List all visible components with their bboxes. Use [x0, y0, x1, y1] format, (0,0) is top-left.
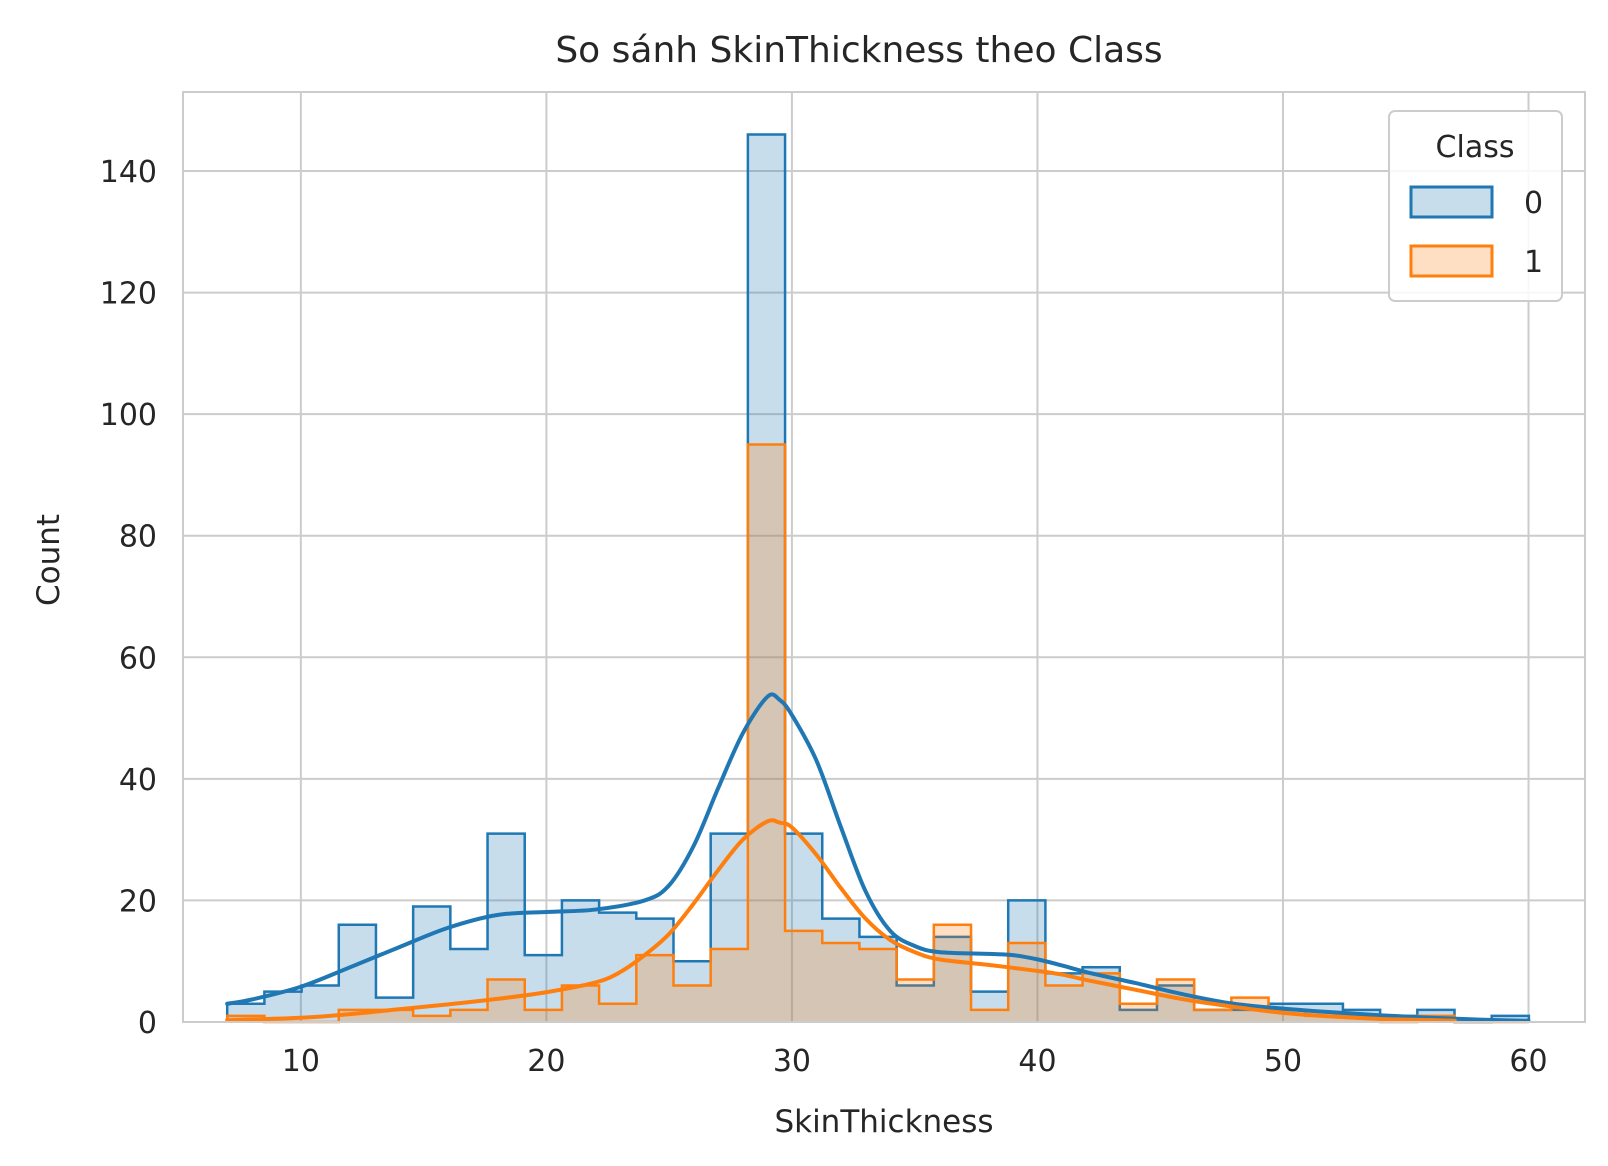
- histogram-bar: [1119, 1003, 1157, 1022]
- histogram-bar: [673, 985, 711, 1022]
- y-axis-label: Count: [31, 514, 67, 606]
- histogram-bar: [971, 991, 1009, 1022]
- histogram-bar: [747, 134, 786, 1023]
- histogram-bar: [859, 949, 897, 1022]
- plot-frame: [182, 91, 1586, 1023]
- histogram-bar: [933, 924, 972, 1022]
- x-tick-label: 40: [1018, 1044, 1056, 1079]
- y-tick-label: 100: [100, 398, 157, 433]
- histogram-bar: [413, 1015, 451, 1022]
- histogram-bar: [859, 936, 897, 1022]
- y-tick-label: 120: [100, 277, 157, 312]
- histogram-bar: [822, 942, 860, 1022]
- legend-title: Class: [1436, 130, 1515, 165]
- histogram-bar: [785, 833, 823, 1022]
- legend-box: [1388, 110, 1563, 302]
- histogram-bar: [896, 985, 934, 1022]
- histogram-bar: [710, 949, 748, 1022]
- x-tick-label: 10: [282, 1044, 320, 1079]
- x-tick-label: 60: [1509, 1044, 1547, 1079]
- chart-title: So sánh SkinThickness theo Class: [555, 30, 1162, 71]
- histogram-bar: [636, 955, 674, 1022]
- histogram-bar: [487, 833, 525, 1022]
- x-axis-label: SkinThickness: [774, 1104, 993, 1140]
- y-tick-label: 0: [138, 1006, 157, 1041]
- legend-swatch-1: [1409, 244, 1494, 278]
- histogram-bar: [710, 833, 748, 1022]
- y-tick-label: 60: [119, 641, 157, 676]
- histogram-bars: [225, 133, 1531, 1024]
- kde-curves: [225, 692, 1531, 1023]
- histogram-bar: [338, 924, 376, 1022]
- histogram-bar: [1231, 1009, 1269, 1022]
- x-tick-label: 30: [773, 1044, 811, 1079]
- histogram-bar: [822, 918, 860, 1022]
- histogram-bar: [1194, 1009, 1232, 1022]
- histogram-bar: [561, 900, 600, 1022]
- legend-label-0: 0: [1524, 186, 1543, 221]
- histogram-bar: [1194, 1009, 1232, 1022]
- series-0-outline: [225, 133, 1531, 1024]
- histogram-bar: [413, 906, 451, 1022]
- legend: Class 0 1: [1388, 110, 1563, 302]
- y-tick-label: 80: [119, 520, 157, 555]
- histogram-bar: [747, 444, 786, 1022]
- histogram-bar: [785, 930, 823, 1022]
- y-tick-label: 40: [119, 763, 157, 798]
- kde-line-0: [225, 692, 1531, 1023]
- histogram-bar: [1045, 985, 1083, 1022]
- legend-swatch-0: [1409, 185, 1494, 219]
- histogram-bar: [561, 985, 600, 1022]
- histogram-bar: [896, 979, 934, 1022]
- y-tick-label: 140: [100, 155, 157, 190]
- series-0-bars: [225, 133, 1531, 1024]
- histogram-bar: [673, 961, 711, 1022]
- x-tick-label: 50: [1264, 1044, 1302, 1079]
- grid: [183, 92, 1585, 1023]
- legend-label-1: 1: [1524, 245, 1543, 280]
- histogram-bar: [1119, 1009, 1157, 1022]
- series-1-bars: [225, 443, 1529, 1024]
- histogram-bar: [375, 1009, 414, 1022]
- histogram-bar: [1045, 973, 1083, 1022]
- kde-line-1: [225, 818, 1457, 1023]
- x-tick-label: 20: [527, 1044, 565, 1079]
- histogram-bar: [971, 1009, 1009, 1022]
- histogram-bar: [450, 1009, 488, 1022]
- histogram-bar: [524, 1009, 562, 1022]
- histogram-bar: [1305, 1015, 1343, 1022]
- histogram-bar: [599, 1003, 637, 1022]
- y-tick-label: 20: [119, 884, 157, 919]
